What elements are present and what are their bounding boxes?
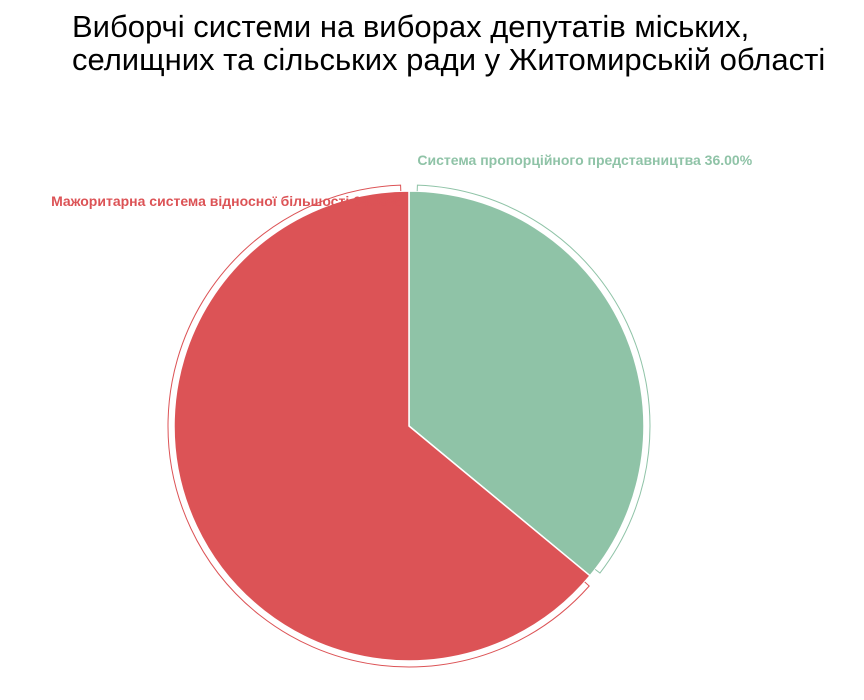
chart-title: Виборчі системи на виборах депутатів міс… xyxy=(72,9,826,77)
slice-bracket-0 xyxy=(416,184,651,574)
slice-label-1: Мажоритарна система відносної більшості … xyxy=(51,193,401,209)
slice-bracket-1 xyxy=(167,184,590,668)
slice-label-0: Система пропорційного представництва 36.… xyxy=(417,152,752,168)
pie-slice-1[interactable] xyxy=(173,190,592,662)
pie-slice-0[interactable] xyxy=(408,190,645,577)
